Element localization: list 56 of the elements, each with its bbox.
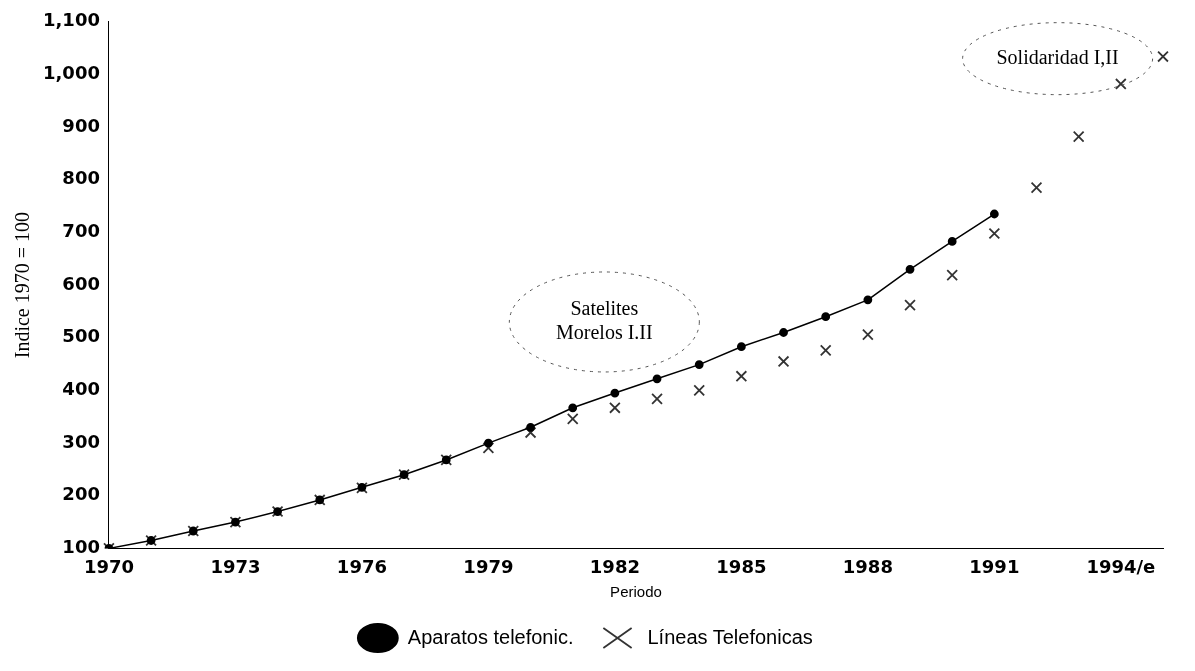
point <box>735 370 748 383</box>
y-tick-label: 100 <box>62 536 100 558</box>
point <box>863 295 873 305</box>
legend-label: Líneas Telefonicas <box>647 625 813 648</box>
point <box>526 422 535 432</box>
point <box>736 342 746 352</box>
point <box>1072 130 1085 143</box>
point <box>610 388 620 398</box>
point <box>482 441 495 454</box>
point <box>609 401 621 414</box>
x-tick-label: 1994/e <box>1086 555 1156 577</box>
y-axis-title: Indice 1970 = 100 <box>11 211 34 359</box>
y-tick-label: 300 <box>62 430 100 452</box>
x-tick-label: 1973 <box>210 555 261 577</box>
point <box>779 328 788 337</box>
annotation: Satelites Morelos I.II <box>556 297 653 344</box>
y-tick-label: 700 <box>62 220 100 242</box>
annotation: Solidaridad I,II <box>996 45 1119 68</box>
point <box>652 374 662 384</box>
x-tick-label: 1988 <box>842 555 893 577</box>
point <box>777 355 790 368</box>
y-tick-label: 1,000 <box>43 62 100 84</box>
point <box>947 236 957 246</box>
y-tick-label: 800 <box>62 167 100 189</box>
point <box>988 227 1001 240</box>
y-tick-label: 1,100 <box>43 9 100 31</box>
point <box>694 360 704 370</box>
point <box>905 264 915 274</box>
y-tick-label: 500 <box>62 325 100 347</box>
point <box>989 209 999 219</box>
point <box>484 438 493 448</box>
point <box>524 426 537 439</box>
y-tick-label: 900 <box>62 114 100 136</box>
x-axis-title: Periodo <box>610 583 662 601</box>
point <box>566 413 579 425</box>
point <box>1030 181 1043 194</box>
x-tick-label: 1982 <box>589 555 640 577</box>
x-tick-label: 1979 <box>463 555 514 577</box>
point <box>1157 50 1169 63</box>
point <box>946 269 959 281</box>
point <box>568 403 578 413</box>
x-tick-label: 1970 <box>83 555 134 577</box>
point <box>651 393 663 405</box>
y-tick-label: 400 <box>62 378 100 400</box>
point <box>862 328 874 341</box>
x-tick-label: 1991 <box>969 555 1020 577</box>
point <box>904 299 916 311</box>
point <box>693 384 706 397</box>
x-tick-label: 1985 <box>716 555 767 577</box>
y-tick-label: 600 <box>62 272 100 294</box>
point <box>821 312 831 322</box>
legend-label: Aparatos telefonic. <box>407 625 574 648</box>
x-tick-label: 1976 <box>336 555 387 577</box>
point <box>1114 78 1127 90</box>
y-tick-label: 200 <box>62 483 100 505</box>
point <box>819 344 832 357</box>
